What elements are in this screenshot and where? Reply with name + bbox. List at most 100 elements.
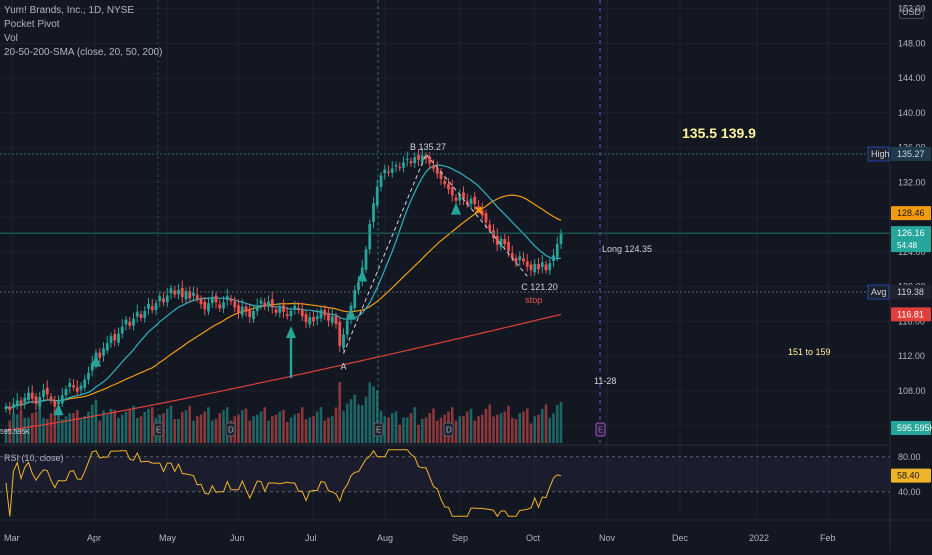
candle[interactable] xyxy=(484,209,488,229)
candle[interactable] xyxy=(177,284,180,300)
legend-pocket-pivot[interactable]: Pocket Pivot xyxy=(4,19,60,30)
candle[interactable] xyxy=(439,168,443,186)
badge-high[interactable]: 135.27 xyxy=(891,147,931,162)
candle[interactable] xyxy=(417,148,420,166)
candle[interactable] xyxy=(330,308,334,327)
candle[interactable] xyxy=(42,383,45,402)
candle[interactable] xyxy=(552,249,555,268)
candle[interactable] xyxy=(443,176,447,188)
abc-drawing[interactable] xyxy=(343,153,528,354)
candle[interactable] xyxy=(218,299,222,312)
candle[interactable] xyxy=(447,178,450,195)
candle[interactable] xyxy=(514,254,518,268)
candle[interactable] xyxy=(30,385,34,404)
candle[interactable] xyxy=(105,335,109,354)
candle[interactable] xyxy=(124,316,128,331)
candle[interactable] xyxy=(150,298,154,314)
candle[interactable] xyxy=(308,312,312,328)
candle[interactable] xyxy=(199,295,203,309)
candle[interactable] xyxy=(529,261,533,277)
candle[interactable] xyxy=(184,287,188,303)
candle[interactable] xyxy=(315,308,319,326)
candle[interactable] xyxy=(522,252,525,265)
candle[interactable] xyxy=(342,328,345,352)
candle[interactable] xyxy=(518,251,522,267)
candle[interactable] xyxy=(323,305,327,321)
candle[interactable] xyxy=(158,291,162,308)
candle[interactable] xyxy=(203,297,207,316)
candle[interactable] xyxy=(237,299,240,319)
candle[interactable] xyxy=(19,396,23,410)
candle[interactable] xyxy=(53,395,57,412)
candle[interactable] xyxy=(195,287,199,303)
candle[interactable] xyxy=(244,303,248,317)
candle[interactable] xyxy=(465,193,469,208)
event-badge[interactable]: E xyxy=(595,422,606,437)
candle[interactable] xyxy=(240,299,244,319)
candle[interactable] xyxy=(222,296,225,314)
candle[interactable] xyxy=(267,295,270,312)
candle[interactable] xyxy=(469,195,473,209)
candle[interactable] xyxy=(274,306,278,317)
candle[interactable] xyxy=(334,312,338,329)
candle[interactable] xyxy=(555,236,559,262)
candle[interactable] xyxy=(139,310,143,322)
candle[interactable] xyxy=(368,219,372,255)
candle[interactable] xyxy=(229,294,233,305)
candle[interactable] xyxy=(458,189,462,206)
candle[interactable] xyxy=(12,397,15,414)
candle[interactable] xyxy=(428,152,432,170)
legend-symbol[interactable]: Yum! Brands, Inc., 1D, NYSE xyxy=(4,5,135,16)
candle[interactable] xyxy=(27,386,30,404)
badge-sma50[interactable]: 128.46 xyxy=(891,206,931,221)
event-badge[interactable]: D xyxy=(443,422,454,437)
candle[interactable] xyxy=(113,329,117,347)
candle[interactable] xyxy=(364,245,368,274)
candle[interactable] xyxy=(375,179,379,209)
candle[interactable] xyxy=(304,310,308,329)
candle[interactable] xyxy=(432,159,435,172)
candle[interactable] xyxy=(120,319,124,339)
candle[interactable] xyxy=(135,304,139,323)
time-axis[interactable]: Mar Apr May Jun Jul Aug Sep Oct Nov Dec 2022 Feb xyxy=(0,519,932,543)
candle[interactable] xyxy=(383,164,387,180)
badge-last[interactable]: 126.16 54:48 xyxy=(891,226,931,253)
candle[interactable] xyxy=(72,379,75,391)
event-badge[interactable]: E xyxy=(153,422,164,437)
candle[interactable] xyxy=(548,258,552,275)
candle[interactable] xyxy=(102,342,105,362)
event-badge[interactable]: D xyxy=(225,422,236,437)
candle[interactable] xyxy=(525,254,529,272)
candle[interactable] xyxy=(34,393,38,410)
candle[interactable] xyxy=(312,310,315,327)
candle[interactable] xyxy=(214,292,218,309)
candle[interactable] xyxy=(162,292,165,306)
currency-button[interactable]: USD xyxy=(898,6,924,19)
candle[interactable] xyxy=(263,297,267,311)
candle[interactable] xyxy=(128,317,132,330)
event-badge[interactable]: E xyxy=(373,422,384,437)
candle[interactable] xyxy=(293,300,297,315)
candlesticks[interactable] xyxy=(4,148,563,415)
candle[interactable] xyxy=(64,385,68,401)
badge-rsi[interactable]: 58.40 xyxy=(891,468,931,483)
candle[interactable] xyxy=(23,393,27,409)
candle[interactable] xyxy=(544,261,548,274)
candle[interactable] xyxy=(4,403,8,413)
candle[interactable] xyxy=(173,285,177,298)
candle[interactable] xyxy=(297,301,300,314)
candle[interactable] xyxy=(559,229,563,249)
candle[interactable] xyxy=(278,302,282,318)
candle[interactable] xyxy=(8,401,12,415)
legend-vol[interactable]: Vol xyxy=(4,33,18,44)
candle[interactable] xyxy=(533,259,537,276)
candle[interactable] xyxy=(282,299,285,318)
candle[interactable] xyxy=(398,162,402,172)
candle[interactable] xyxy=(285,306,289,320)
candle[interactable] xyxy=(147,297,150,315)
candle[interactable] xyxy=(495,228,499,252)
candle[interactable] xyxy=(435,161,439,179)
candle[interactable] xyxy=(188,286,192,303)
